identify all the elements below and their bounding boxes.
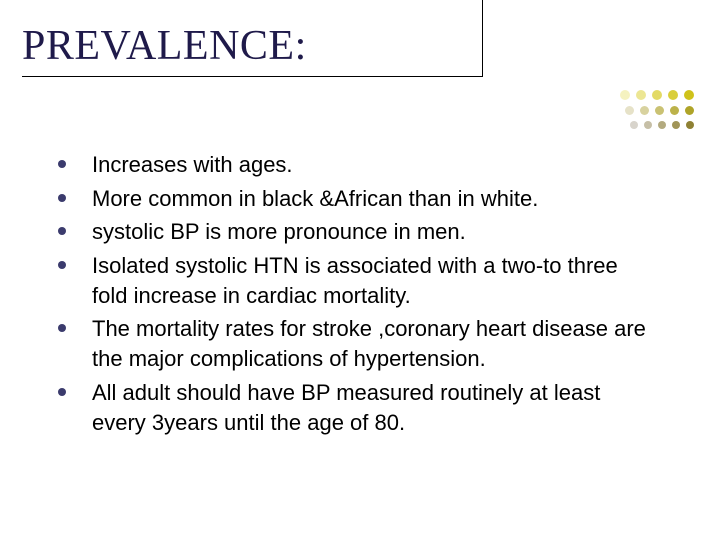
title-underline <box>22 76 482 77</box>
corner-dots-decoration <box>620 90 694 135</box>
list-item-text: All adult should have BP measured routin… <box>92 378 648 437</box>
decorative-dot <box>672 121 680 129</box>
list-item-text: Isolated systolic HTN is associated with… <box>92 251 648 310</box>
decorative-dot <box>686 121 694 129</box>
decorative-dot <box>652 90 662 100</box>
dot-row <box>620 106 694 115</box>
dot-row <box>620 121 694 129</box>
decorative-dot <box>636 90 646 100</box>
list-item: Increases with ages. <box>58 150 648 180</box>
list-item: The mortality rates for stroke ,coronary… <box>58 314 648 373</box>
bullet-icon <box>58 324 66 332</box>
bullet-icon <box>58 388 66 396</box>
list-item-text: Increases with ages. <box>92 150 293 180</box>
list-item-text: The mortality rates for stroke ,coronary… <box>92 314 648 373</box>
bullet-icon <box>58 160 66 168</box>
decorative-dot <box>668 90 678 100</box>
decorative-dot <box>684 90 694 100</box>
list-item: More common in black &African than in wh… <box>58 184 648 214</box>
decorative-dot <box>655 106 664 115</box>
slide-title-wrap: PREVALENCE: <box>22 22 482 70</box>
list-item: Isolated systolic HTN is associated with… <box>58 251 648 310</box>
decorative-dot <box>625 106 634 115</box>
list-item: All adult should have BP measured routin… <box>58 378 648 437</box>
slide-title: PREVALENCE: <box>22 22 482 70</box>
decorative-dot <box>644 121 652 129</box>
bullet-icon <box>58 261 66 269</box>
list-item: systolic BP is more pronounce in men. <box>58 217 648 247</box>
list-item-text: systolic BP is more pronounce in men. <box>92 217 466 247</box>
decorative-dot <box>658 121 666 129</box>
decorative-dot <box>630 121 638 129</box>
bullet-list: Increases with ages. More common in black… <box>58 150 648 441</box>
bullet-icon <box>58 227 66 235</box>
title-vertical-line <box>482 0 483 77</box>
decorative-dot <box>685 106 694 115</box>
decorative-dot <box>670 106 679 115</box>
list-item-text: More common in black &African than in wh… <box>92 184 538 214</box>
decorative-dot <box>620 90 630 100</box>
dot-row <box>620 90 694 100</box>
decorative-dot <box>640 106 649 115</box>
bullet-icon <box>58 194 66 202</box>
